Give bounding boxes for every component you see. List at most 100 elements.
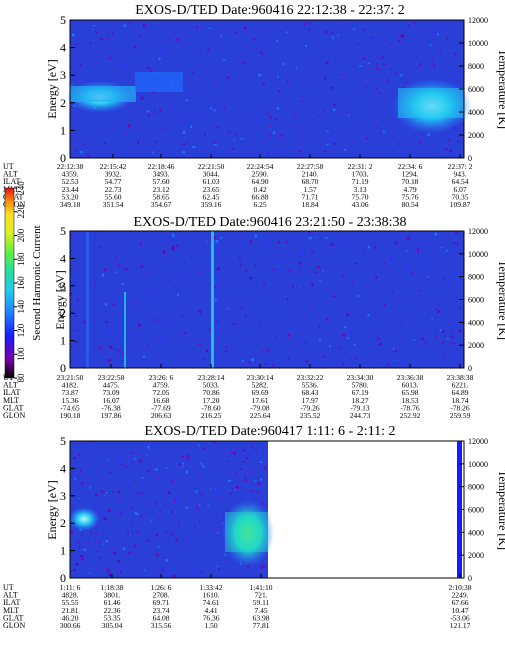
noise-speck: [95, 493, 98, 496]
noise-speck: [197, 263, 201, 265]
noise-speck: [109, 538, 111, 541]
noise-speck: [214, 286, 217, 288]
noise-speck: [354, 356, 357, 360]
noise-speck: [99, 556, 102, 559]
noise-speck: [147, 445, 150, 449]
panel-1-xticks: [69, 154, 461, 158]
orbit-value: 252.92: [400, 411, 421, 420]
noise-speck: [149, 69, 153, 72]
noise-speck: [147, 469, 150, 473]
orbit-value: 23:34:30: [347, 373, 374, 382]
orbit-row-label: MLT: [3, 606, 19, 615]
noise-speck: [286, 31, 289, 33]
orbit-value: 235.52: [300, 411, 321, 420]
noise-speck: [155, 553, 159, 557]
noise-speck: [339, 240, 343, 243]
noise-speck: [83, 548, 87, 551]
noise-speck: [432, 58, 435, 60]
noise-speck: [451, 330, 454, 333]
noise-speck: [264, 466, 266, 468]
noise-speck: [107, 37, 110, 39]
orbit-value: 5282.: [252, 381, 269, 390]
noise-speck: [122, 352, 124, 356]
noise-speck: [377, 337, 380, 340]
noise-speck: [288, 269, 292, 272]
noise-speck: [444, 353, 446, 357]
noise-speck: [396, 241, 398, 245]
noise-speck: [121, 283, 124, 285]
orbit-value: 7.45: [254, 606, 267, 615]
noise-speck: [131, 461, 133, 465]
noise-speck: [129, 533, 131, 535]
noise-speck: [232, 323, 235, 326]
noise-speck: [441, 341, 444, 344]
noise-speck: [298, 261, 301, 265]
noise-speck: [308, 29, 311, 31]
orbit-value: 6221.: [452, 381, 469, 390]
noise-speck: [234, 32, 237, 34]
noise-speck: [195, 323, 197, 326]
noise-speck: [304, 23, 306, 26]
noise-speck: [153, 111, 156, 113]
orbit-value: 75.70: [352, 192, 369, 201]
noise-speck: [200, 493, 203, 495]
noise-speck: [306, 21, 309, 24]
noise-speck: [193, 524, 196, 527]
noise-speck: [417, 289, 421, 292]
noise-speck: [100, 38, 104, 40]
noise-speck: [375, 87, 378, 90]
noise-speck: [275, 261, 277, 263]
orbit-value: 69.69: [252, 388, 269, 397]
noise-speck: [224, 106, 226, 109]
noise-speck: [382, 130, 385, 133]
noise-speck: [111, 550, 113, 554]
noise-speck: [307, 231, 311, 233]
noise-speck: [265, 241, 269, 245]
panel-2-noise: [70, 231, 462, 367]
noise-speck: [80, 150, 83, 154]
noise-speck: [277, 232, 279, 235]
noise-speck: [390, 68, 392, 70]
noise-speck: [436, 151, 438, 154]
noise-speck: [94, 281, 97, 284]
noise-speck: [161, 48, 164, 51]
orbit-value: 4359.: [62, 170, 79, 179]
noise-speck: [419, 141, 422, 144]
noise-speck: [94, 232, 98, 234]
noise-speck: [185, 99, 189, 101]
noise-speck: [401, 34, 405, 38]
noise-speck: [87, 141, 89, 144]
orbit-value: 23.44: [62, 185, 79, 194]
energy-tick-label: 1: [60, 334, 66, 348]
noise-speck: [163, 557, 165, 559]
noise-speck: [275, 268, 278, 271]
temperature-tick-label: 4000: [468, 528, 484, 537]
orbit-value: 300.66: [60, 621, 81, 630]
noise-speck: [147, 539, 150, 543]
noise-speck: [216, 532, 219, 534]
noise-speck: [244, 282, 246, 284]
noise-speck: [158, 57, 161, 60]
colorbar-bar: [4, 187, 15, 379]
noise-speck: [75, 43, 78, 46]
noise-speck: [217, 567, 220, 571]
orbit-value: 1:11: 6: [60, 583, 81, 592]
noise-speck: [142, 24, 146, 27]
noise-speck: [140, 96, 144, 100]
orbit-value: -53.06: [450, 613, 470, 622]
orbit-value: 354.67: [151, 200, 172, 209]
noise-speck: [265, 112, 268, 114]
noise-speck: [89, 441, 91, 444]
noise-speck: [120, 570, 123, 574]
noise-speck: [305, 360, 309, 363]
noise-speck: [127, 483, 130, 487]
noise-speck: [241, 360, 244, 362]
noise-speck: [109, 345, 113, 349]
noise-speck: [92, 28, 94, 31]
noise-speck: [323, 110, 325, 113]
noise-speck: [257, 482, 261, 485]
noise-speck: [265, 116, 267, 119]
noise-speck: [234, 473, 237, 475]
noise-speck: [84, 555, 86, 558]
noise-speck: [371, 341, 374, 343]
